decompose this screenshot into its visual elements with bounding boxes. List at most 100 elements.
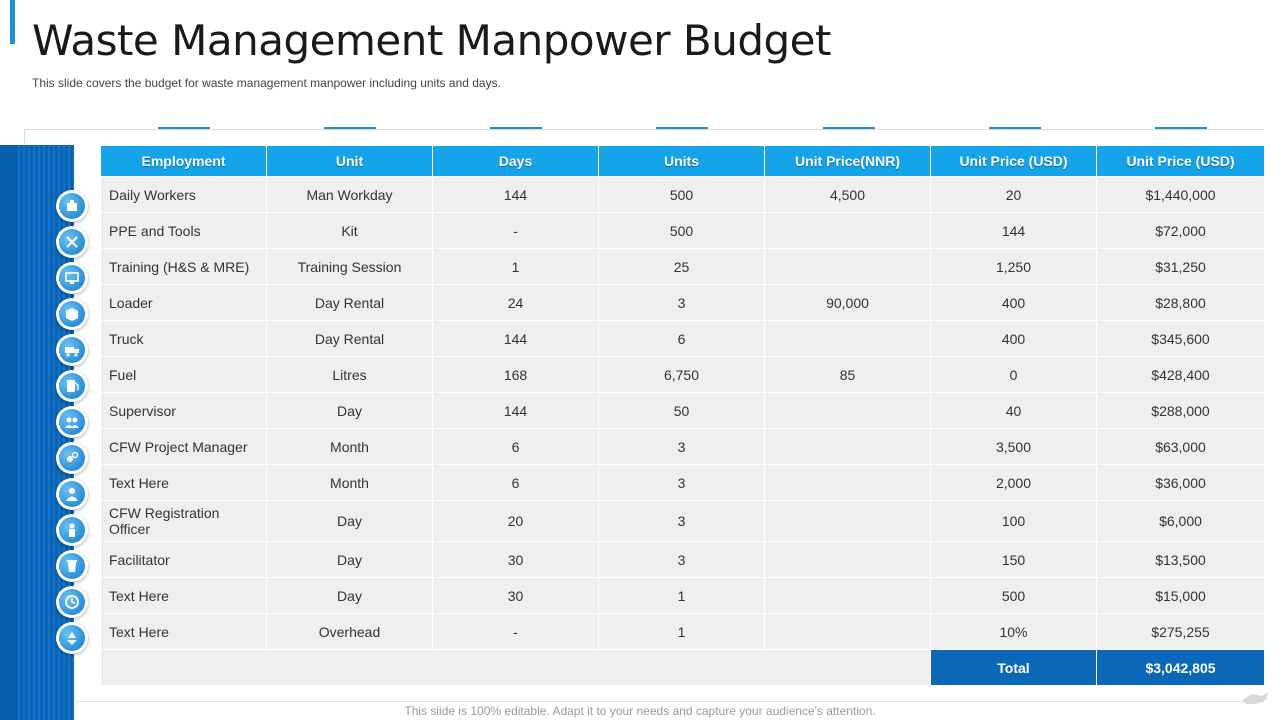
cell-unit: Month [266, 428, 433, 465]
table-row: Loader Day Rental 24 3 90,000 400 $28,800 [100, 284, 1265, 321]
total-label: Total [930, 649, 1097, 686]
cell-unit-price-usd: 100 [930, 500, 1097, 542]
cell-total-usd: $31,250 [1096, 248, 1265, 285]
cell-unit-price-usd: 3,500 [930, 428, 1097, 465]
cell-employment: Text Here [100, 613, 267, 650]
column-header-unit-price-usd: Unit Price (USD) [930, 145, 1097, 177]
cell-unit-price-usd: 2,000 [930, 464, 1097, 501]
cell-unit-price-nnr [764, 464, 931, 501]
title-accent-bar [10, 0, 15, 44]
side-icon-button [56, 226, 88, 258]
cell-employment: Facilitator [100, 541, 267, 578]
cell-unit-price-nnr [764, 392, 931, 429]
cell-days: - [432, 212, 599, 249]
cell-units: 6 [598, 320, 765, 357]
side-icon-button [56, 622, 88, 654]
cell-days: 6 [432, 464, 599, 501]
cell-units: 500 [598, 212, 765, 249]
side-icon-button [56, 370, 88, 402]
side-icon-button [56, 550, 88, 582]
table-row: Text Here Overhead -1 10% $275,255 [100, 613, 1265, 650]
cell-unit-price-nnr: 90,000 [764, 284, 931, 321]
side-icon-button [56, 298, 88, 330]
cell-total-usd: $345,600 [1096, 320, 1265, 357]
footer-note: This slide is 100% editable. Adapt it to… [404, 704, 876, 718]
column-tick [989, 127, 1041, 129]
cell-unit: Day [266, 500, 433, 542]
cell-unit: Overhead [266, 613, 433, 650]
manager-icon [59, 445, 85, 471]
cell-employment: CFW Registration Officer [100, 500, 267, 542]
cell-total-usd: $72,000 [1096, 212, 1265, 249]
cell-days: 144 [432, 320, 599, 357]
cell-total-usd: $428,400 [1096, 356, 1265, 393]
cell-unit-price-usd: 400 [930, 284, 1097, 321]
cell-units: 3 [598, 284, 765, 321]
cell-unit: Day Rental [266, 320, 433, 357]
table-row: CFW Project Manager Month 6 3 3,500 $63,000 [100, 428, 1265, 465]
cell-total-usd: $36,000 [1096, 464, 1265, 501]
cell-total-usd: $28,800 [1096, 284, 1265, 321]
cell-units: 3 [598, 541, 765, 578]
cell-unit-price-nnr [764, 500, 931, 542]
total-row: Total $3,042,805 [100, 649, 1265, 686]
cell-unit: Day Rental [266, 284, 433, 321]
side-icon-button [56, 442, 88, 474]
cell-days: 20 [432, 500, 599, 542]
tools-icon [59, 229, 85, 255]
cell-units: 6,750 [598, 356, 765, 393]
cell-employment: Daily Workers [100, 176, 267, 213]
cell-employment: Loader [100, 284, 267, 321]
cell-unit: Litres [266, 356, 433, 393]
fuel-icon [59, 373, 85, 399]
cell-days: 144 [432, 392, 599, 429]
cell-units: 3 [598, 500, 765, 542]
page-subtitle: This slide covers the budget for waste m… [32, 76, 501, 90]
cell-units: 3 [598, 428, 765, 465]
cell-unit-price-usd: 10% [930, 613, 1097, 650]
truck-icon [59, 337, 85, 363]
frame-top-line [24, 129, 1264, 130]
table-header-row: Employment Unit Days Units Unit Price(NN… [100, 145, 1265, 177]
side-icon-button [56, 334, 88, 366]
clock-icon [59, 589, 85, 615]
cell-unit-price-usd: 144 [930, 212, 1097, 249]
side-icon-button [56, 262, 88, 294]
total-row-spacer [100, 649, 931, 686]
cell-total-usd: $275,255 [1096, 613, 1265, 650]
page-title: Waste Management Manpower Budget [32, 16, 831, 65]
cell-unit: Month [266, 464, 433, 501]
cell-days: - [432, 613, 599, 650]
cell-employment: CFW Project Manager [100, 428, 267, 465]
cell-unit-price-nnr [764, 320, 931, 357]
cell-employment: Training (H&S & MRE) [100, 248, 267, 285]
side-icon-button [56, 514, 88, 546]
cell-unit-price-nnr: 4,500 [764, 176, 931, 213]
cell-days: 30 [432, 577, 599, 614]
column-header-total-usd: Unit Price (USD) [1096, 145, 1265, 177]
training-icon [59, 265, 85, 291]
cell-unit-price-usd: 500 [930, 577, 1097, 614]
cell-units: 50 [598, 392, 765, 429]
budget-table: Employment Unit Days Units Unit Price(NN… [100, 145, 1265, 686]
cell-employment: Supervisor [100, 392, 267, 429]
cell-unit: Kit [266, 212, 433, 249]
table-row: Training (H&S & MRE) Training Session 1 25 1… [100, 248, 1265, 285]
cell-days: 6 [432, 428, 599, 465]
column-header-unit: Unit [266, 145, 433, 177]
column-header-unit-price-nnr: Unit Price(NNR) [764, 145, 931, 177]
cell-employment: Text Here [100, 464, 267, 501]
side-icon-button [56, 190, 88, 222]
corner-logo-icon [1242, 692, 1268, 704]
total-value: $3,042,805 [1096, 649, 1265, 686]
cell-unit: Training Session [266, 248, 433, 285]
side-icon-button [56, 478, 88, 510]
cell-unit-price-nnr: 85 [764, 356, 931, 393]
cell-days: 30 [432, 541, 599, 578]
cell-unit: Man Workday [266, 176, 433, 213]
table-row: Daily Workers Man Workday 144 500 4,500 20 $1,… [100, 176, 1265, 213]
table-row: PPE and Tools Kit -500 144 $72,000 [100, 212, 1265, 249]
cell-days: 168 [432, 356, 599, 393]
cell-unit-price-nnr [764, 248, 931, 285]
person-icon [59, 481, 85, 507]
